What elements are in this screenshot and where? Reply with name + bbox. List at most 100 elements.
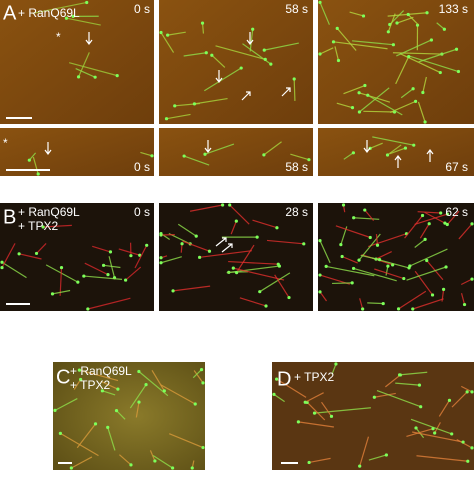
time-stamp: 0 s: [134, 160, 150, 174]
filament-tip: [425, 259, 428, 262]
filament-tip: [201, 381, 204, 384]
filament-tip: [373, 396, 376, 399]
filament-tip: [129, 254, 132, 257]
filament-tip: [313, 412, 316, 415]
filament-tip: [85, 1, 88, 4]
filament-tip: [145, 244, 148, 247]
filament-tip: [363, 84, 366, 87]
filament-tip: [407, 266, 410, 269]
filament-tip: [428, 222, 431, 225]
panel-letter: C: [56, 366, 70, 388]
filament-tip: [106, 273, 109, 276]
time-stamp: 62 s: [445, 205, 468, 219]
filament-tip: [376, 244, 379, 247]
filament-tip: [357, 259, 360, 262]
filament-tip: [193, 102, 196, 105]
filament-tip: [144, 383, 147, 386]
filament-tip: [361, 307, 364, 310]
filament-tip: [228, 203, 231, 206]
filament-tip: [421, 91, 424, 94]
filament-tip: [358, 110, 361, 113]
filament-tip: [395, 21, 398, 24]
filament-tip: [70, 466, 73, 469]
filament-tip: [201, 446, 204, 449]
filament-tip: [302, 242, 305, 245]
filament-tip: [424, 238, 427, 241]
filament-tip: [256, 236, 259, 239]
filament-tip: [102, 264, 105, 267]
filament-tip: [0, 266, 3, 269]
filament-tip: [173, 104, 176, 107]
filament-tip: [163, 389, 166, 392]
filament-tip: [318, 1, 321, 4]
filament-tip: [463, 303, 466, 306]
filament-tip: [351, 281, 354, 284]
filament-tip: [293, 77, 296, 80]
filament-tip: [421, 214, 424, 217]
filament-tip: [442, 288, 445, 291]
filament-tip: [18, 252, 21, 255]
filament-tip: [425, 11, 428, 14]
filament-tip: [378, 258, 381, 261]
filament-tip: [165, 117, 168, 120]
filament-tip: [332, 40, 335, 43]
filament-tip: [418, 384, 421, 387]
filament-tip: [205, 51, 208, 54]
filament-tip: [159, 31, 162, 34]
filament-tip: [235, 271, 238, 274]
filament-tip: [362, 14, 365, 17]
time-stamp: 0 s: [134, 2, 150, 16]
filament-tip: [37, 172, 40, 175]
filament-tip: [28, 159, 31, 162]
filament-tip: [191, 466, 194, 469]
filament-tip: [446, 223, 449, 226]
filament-tip: [386, 153, 389, 156]
filament-tip: [455, 48, 458, 51]
filament-tip: [171, 289, 174, 292]
filament-tip: [439, 71, 442, 74]
filament-tip: [318, 290, 321, 293]
filament-tip: [82, 274, 85, 277]
filament-tip: [443, 28, 446, 31]
filament-tip: [194, 402, 197, 405]
filament-tip: [470, 390, 473, 393]
filament-tip: [402, 277, 405, 280]
filament-tip: [201, 22, 204, 25]
filament-tip: [342, 203, 345, 206]
filament-tip: [269, 63, 272, 66]
filament-tip: [457, 70, 460, 73]
condition: + RanQ69L: [18, 205, 80, 219]
filament-tip: [200, 368, 203, 371]
filament-tip: [171, 466, 174, 469]
filament-tip: [153, 459, 156, 462]
filament-tip: [386, 265, 389, 268]
filament: [367, 303, 383, 304]
filament-tip: [137, 370, 140, 373]
filament-tip: [304, 401, 307, 404]
filament-tip: [470, 278, 473, 281]
filament-tip: [240, 66, 243, 69]
filament-tip: [341, 255, 344, 258]
filament-tip: [318, 273, 321, 276]
time-stamp: 0 s: [134, 205, 150, 219]
filament-tip: [287, 296, 290, 299]
filament-tip: [94, 422, 97, 425]
filament-tip: [461, 440, 464, 443]
marker: *: [3, 136, 8, 150]
filament-tip: [404, 146, 407, 149]
filament-tip: [77, 75, 80, 78]
panel-b2: [159, 203, 313, 311]
filament-tip: [431, 427, 434, 430]
filament: [294, 79, 295, 101]
filament-tip: [116, 388, 119, 391]
filament-tip: [94, 76, 97, 79]
filament-tip: [407, 55, 410, 58]
filament-tip: [433, 431, 436, 434]
panel-letter: B: [3, 206, 16, 228]
filament-tip: [129, 463, 132, 466]
filament-tip: [411, 307, 414, 310]
filament-tip: [159, 256, 162, 259]
filament-tip: [363, 208, 366, 211]
filament-tip: [35, 252, 38, 255]
